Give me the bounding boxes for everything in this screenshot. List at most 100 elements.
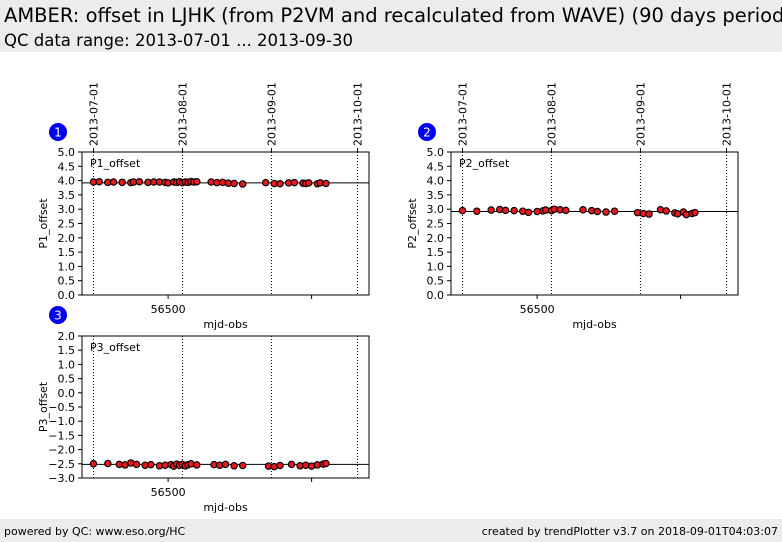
y-tick-label: 1.5 [427, 246, 445, 259]
data-point [562, 206, 570, 215]
date-tick-label: 2013-10-01 [352, 82, 365, 146]
y-tick-label: 1.5 [58, 246, 76, 259]
date-tick-label: 2013-08-01 [545, 82, 558, 146]
date-tick-label: 2013-10-01 [721, 82, 734, 146]
y-tick-label: −2.0 [48, 444, 75, 457]
date-tick-label: 2013-09-01 [265, 82, 278, 146]
y-tick-label: 1.0 [58, 260, 76, 273]
y-tick-label: −0.5 [48, 401, 75, 414]
y-tick-label: 1.0 [427, 260, 445, 273]
data-point [135, 177, 144, 186]
data-point [691, 208, 699, 217]
y-tick-label: −1.0 [48, 415, 75, 428]
date-tick-label: 2013-07-01 [87, 82, 100, 146]
x-tick-label: 56500 [151, 303, 186, 316]
y-tick-label: 0.5 [58, 275, 76, 288]
data-point [602, 208, 610, 216]
page-footer: powered by QC: www.eso.org/HC created by… [0, 519, 782, 542]
data-point [290, 178, 299, 187]
y-tick-label: 0.0 [58, 289, 76, 302]
footer-credit: powered by QC: www.eso.org/HC [4, 525, 186, 538]
y-tick-label: 2.5 [427, 218, 445, 231]
data-point [238, 461, 247, 470]
date-tick-label: 2013-09-01 [634, 82, 647, 146]
panel-number: 3 [54, 309, 62, 323]
panel-number-badge [49, 123, 67, 141]
date-tick-label: 2013-08-01 [176, 82, 189, 146]
x-tick-label: 56500 [151, 486, 186, 499]
data-point [487, 206, 495, 214]
panel-number: 1 [54, 126, 62, 140]
y-tick-label: 0.5 [58, 373, 76, 386]
data-point [524, 208, 533, 217]
y-tick-label: 3.5 [427, 189, 445, 202]
panel-label: P1_offset [90, 157, 141, 170]
page-title: AMBER: offset in LJHK (from P2VM and rec… [4, 4, 782, 27]
data-point [276, 179, 284, 188]
y-tick-label: 4.0 [58, 175, 76, 188]
y-tick-label: 4.5 [58, 160, 76, 173]
data-point [95, 177, 103, 186]
plot-frame [450, 151, 739, 296]
data-point [230, 462, 238, 470]
data-point [322, 179, 330, 188]
panel-label: P3_offset [90, 341, 141, 354]
y-tick-label: 2.5 [58, 218, 76, 231]
data-point [304, 179, 313, 187]
data-point [579, 206, 587, 214]
data-point [118, 178, 126, 187]
y-tick-label: 0.5 [427, 275, 445, 288]
data-point [473, 207, 481, 215]
y-tick-label: 0.0 [58, 387, 76, 400]
y-tick-label: 4.5 [427, 160, 445, 173]
y-tick-label: 3.5 [58, 189, 76, 202]
panel-number-badge [418, 123, 436, 141]
y-tick-label: 5.0 [58, 146, 76, 159]
data-point [230, 179, 238, 188]
y-tick-label: 1.0 [58, 358, 76, 371]
y-tick-label: 1.5 [58, 344, 76, 357]
data-point [261, 178, 270, 187]
data-point [147, 460, 155, 469]
data-point [104, 459, 112, 468]
x-axis-label: mjd-obs [203, 318, 248, 331]
plot-frame [81, 151, 370, 296]
data-point [645, 210, 653, 218]
data-point [221, 460, 230, 469]
data-point [109, 178, 118, 186]
data-point [610, 207, 619, 215]
y-tick-label: −3.0 [48, 472, 75, 485]
data-point [458, 206, 467, 215]
y-tick-label: 2.0 [427, 232, 445, 245]
data-point [132, 460, 141, 469]
y-tick-label: 4.0 [427, 175, 445, 188]
plot-frame [81, 335, 370, 479]
y-tick-label: 2.0 [58, 330, 76, 343]
data-point [193, 461, 201, 469]
y-axis-label: P3_offset [37, 381, 50, 432]
panel-label: P2_offset [459, 157, 510, 170]
y-tick-label: 0.0 [427, 289, 445, 302]
data-point [238, 180, 247, 188]
data-point [593, 207, 602, 216]
y-tick-label: 5.0 [427, 146, 445, 159]
page-subtitle: QC data range: 2013-07-01 ... 2013-09-30 [4, 31, 353, 50]
panel-number-badge [49, 306, 67, 324]
data-point [501, 206, 510, 215]
y-tick-label: −1.5 [48, 429, 75, 442]
data-point [322, 459, 330, 468]
footer-created-by: created by trendPlotter v3.7 on 2018-09-… [481, 525, 778, 538]
x-axis-label: mjd-obs [203, 501, 248, 514]
y-tick-label: 3.0 [427, 203, 445, 216]
y-axis-label: P1_offset [37, 198, 50, 249]
y-tick-label: −2.5 [48, 458, 75, 471]
data-point [287, 460, 296, 469]
x-tick-label: 56500 [520, 303, 555, 316]
y-axis-label: P2_offset [406, 198, 419, 249]
data-point [193, 177, 201, 186]
data-point [276, 461, 284, 470]
page-header: AMBER: offset in LJHK (from P2VM and rec… [0, 0, 782, 52]
x-axis-label: mjd-obs [572, 318, 617, 331]
data-point [89, 460, 98, 468]
